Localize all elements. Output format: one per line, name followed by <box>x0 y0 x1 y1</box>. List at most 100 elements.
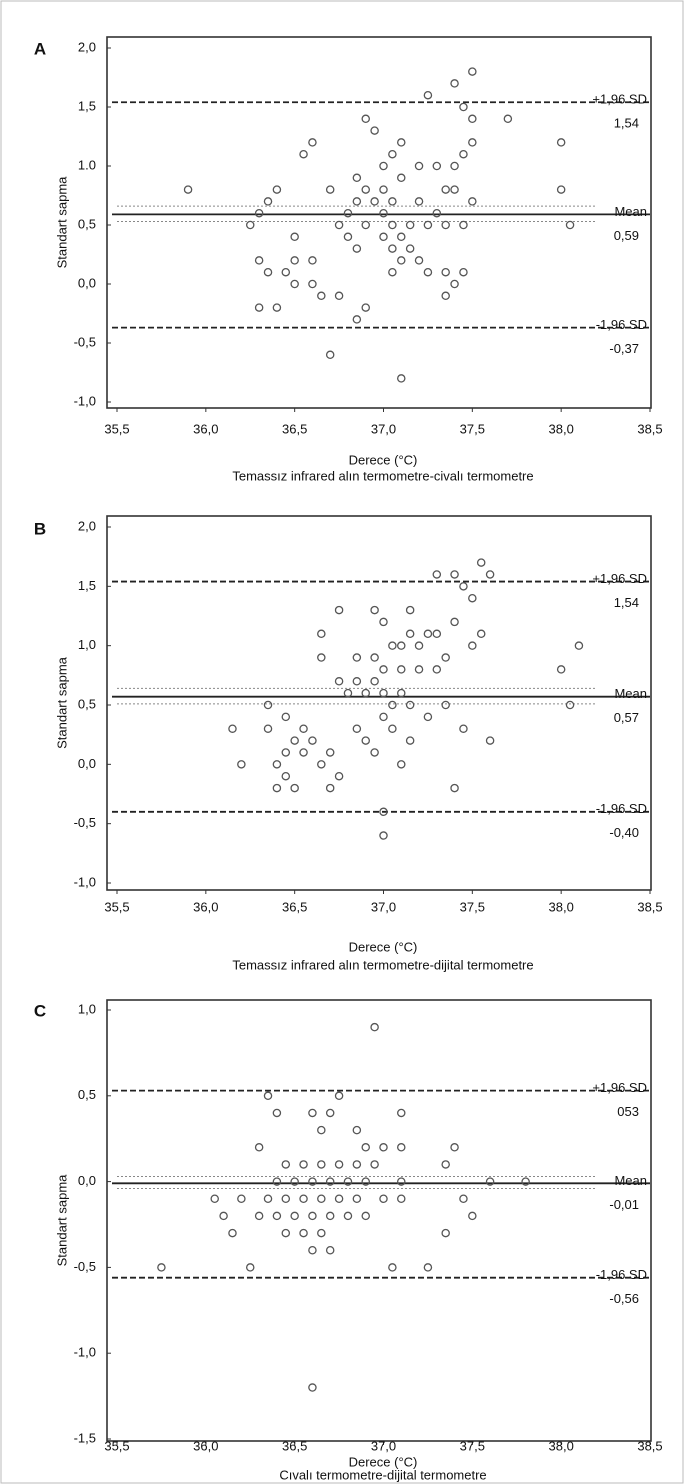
data-point <box>441 1160 450 1169</box>
data-point <box>468 138 477 147</box>
reference-value-label: 0,59 <box>614 228 639 243</box>
data-point <box>308 1211 317 1221</box>
data-point <box>352 244 362 253</box>
data-point <box>272 1108 282 1118</box>
data-point <box>414 161 424 171</box>
data-point <box>290 1177 299 1186</box>
data-point <box>414 665 424 674</box>
x-tick-label: 38,5 <box>637 1438 662 1453</box>
data-point <box>299 748 308 757</box>
data-point <box>459 149 468 159</box>
data-point <box>237 760 246 769</box>
y-axis-title: Standart sapma <box>54 1174 69 1267</box>
reference-line-label: Mean <box>614 204 647 219</box>
data-point <box>290 783 299 793</box>
data-point <box>459 102 468 112</box>
x-tick-label: 36,0 <box>193 421 218 436</box>
data-point <box>521 1177 530 1186</box>
data-point <box>157 1263 166 1272</box>
data-point <box>245 220 255 230</box>
reference-line-label: -1,96 SD <box>596 1267 647 1282</box>
data-point <box>281 1228 291 1238</box>
data-point <box>343 688 353 698</box>
data-point <box>254 1143 264 1152</box>
y-tick-label: 1.0 <box>78 157 96 172</box>
data-point <box>379 1194 388 1204</box>
data-point <box>441 267 450 277</box>
data-point <box>503 114 513 124</box>
y-tick-label: 2,0 <box>78 39 96 54</box>
data-point <box>379 807 388 817</box>
reference-value-label: 0,57 <box>614 710 639 725</box>
data-point <box>334 1160 344 1169</box>
data-point <box>317 653 326 662</box>
data-point <box>317 760 326 769</box>
data-point <box>450 279 459 289</box>
data-point <box>281 771 291 781</box>
data-point <box>272 303 282 312</box>
x-tick-label: 36,5 <box>282 421 307 436</box>
data-point <box>281 1194 291 1204</box>
data-point <box>272 185 282 194</box>
data-point <box>485 736 495 745</box>
data-point <box>299 1194 308 1204</box>
data-point <box>423 267 433 277</box>
y-tick-label: -1,5 <box>74 1430 96 1445</box>
data-point <box>334 605 344 615</box>
data-point <box>405 220 415 230</box>
data-point <box>254 208 264 218</box>
data-point <box>334 677 344 686</box>
data-point <box>281 712 291 722</box>
panel-caption: Cıvalı termometre-dijital termometre <box>279 1467 486 1482</box>
x-axis-title: Derece (°C) <box>349 1454 418 1469</box>
data-point <box>263 267 273 277</box>
data-point <box>459 1194 468 1204</box>
data-point <box>379 665 388 674</box>
data-point <box>432 161 442 171</box>
x-tick-label: 36,5 <box>282 899 307 914</box>
data-point <box>334 1091 344 1101</box>
data-point <box>556 665 566 674</box>
data-point <box>397 665 406 674</box>
y-tick-label: 0,0 <box>78 275 96 290</box>
data-point <box>388 149 397 159</box>
data-point <box>308 736 317 745</box>
data-point <box>397 374 406 383</box>
reference-line-label: +1,96 SD <box>592 1080 647 1095</box>
data-point <box>325 350 335 360</box>
reference-value-label: -0,56 <box>609 1291 639 1306</box>
reference-line-label: +1,96 SD <box>592 571 647 586</box>
x-tick-label: 37,0 <box>371 421 396 436</box>
data-point <box>379 208 388 218</box>
data-point <box>370 653 379 662</box>
data-point <box>370 1022 379 1032</box>
data-point <box>317 1194 326 1204</box>
data-point <box>228 1228 237 1238</box>
data-point <box>272 1177 282 1186</box>
data-point <box>361 688 370 698</box>
data-point <box>468 641 477 650</box>
panel-caption: Temassız infrared alın termometre-civalı… <box>232 468 533 483</box>
data-point <box>308 1383 317 1392</box>
data-point <box>397 256 406 265</box>
data-point <box>334 1194 344 1204</box>
data-point <box>308 1177 317 1186</box>
data-point <box>432 570 442 579</box>
x-axis-title: Derece (°C) <box>349 939 418 954</box>
x-tick-label: 37,0 <box>371 899 396 914</box>
data-point <box>370 748 379 757</box>
data-point <box>325 783 335 793</box>
data-point <box>397 138 406 147</box>
data-point <box>361 303 370 312</box>
y-tick-label: 1,0 <box>78 1001 96 1016</box>
y-tick-label: -0,5 <box>74 334 96 349</box>
data-point <box>441 220 450 230</box>
data-point <box>325 185 335 194</box>
data-point <box>361 114 370 124</box>
data-point <box>290 736 299 745</box>
data-point <box>317 291 326 301</box>
data-point <box>397 1194 406 1204</box>
x-tick-label: 38,5 <box>637 899 662 914</box>
